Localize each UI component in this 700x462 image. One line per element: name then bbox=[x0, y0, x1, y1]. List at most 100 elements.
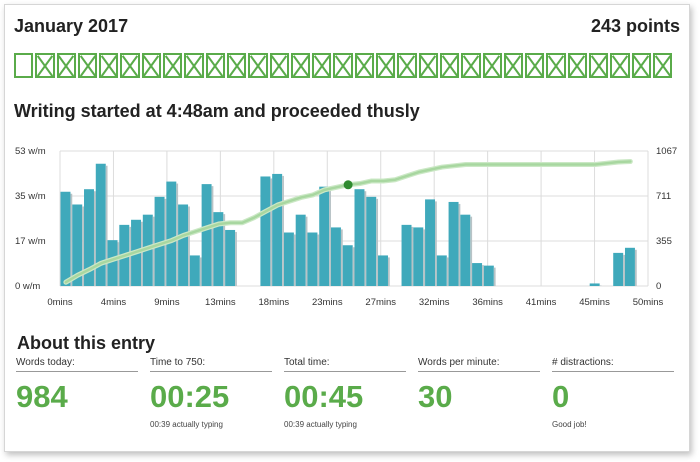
bar bbox=[201, 184, 212, 286]
stat-label: Time to 750: bbox=[150, 357, 272, 372]
bar bbox=[401, 224, 412, 286]
points-total: 243 points bbox=[590, 16, 680, 36]
bar bbox=[460, 214, 471, 286]
bar bbox=[319, 186, 330, 286]
day-checked-icon[interactable] bbox=[99, 53, 119, 78]
day-checked-icon[interactable] bbox=[333, 53, 353, 78]
y-tick-label-left: 0 w/m bbox=[15, 281, 40, 292]
bar-shadow bbox=[435, 201, 437, 286]
x-tick-label: 27mins bbox=[365, 297, 396, 308]
bar bbox=[589, 283, 600, 286]
day-checked-icon[interactable] bbox=[567, 53, 588, 78]
y-tick-label-left: 17 w/m bbox=[15, 236, 46, 247]
day-checked-icon[interactable] bbox=[141, 53, 162, 78]
day-checked-icon[interactable] bbox=[226, 53, 247, 78]
bar-shadow bbox=[599, 285, 602, 286]
bar bbox=[283, 232, 294, 286]
day-checked-icon[interactable] bbox=[35, 53, 55, 78]
bar-shadow bbox=[235, 231, 237, 286]
day-checked-icon[interactable] bbox=[610, 53, 630, 78]
bar bbox=[413, 227, 424, 286]
bar bbox=[354, 189, 365, 286]
bar-shadow bbox=[340, 229, 343, 286]
day-checked-icon[interactable] bbox=[184, 53, 204, 78]
day-checked-icon[interactable] bbox=[376, 53, 396, 78]
bar bbox=[425, 199, 436, 286]
day-checked-icon[interactable] bbox=[354, 53, 375, 78]
x-tick-label: 23mins bbox=[312, 297, 343, 308]
y-tick-label-right: 1067 bbox=[656, 146, 677, 157]
bar-shadow bbox=[482, 265, 484, 286]
bar bbox=[613, 252, 624, 286]
writing-chart-svg: 0 w/m 17 w/m 35 w/m 53 w/m 0 355 711 1067 0mins 4… bbox=[15, 146, 677, 308]
stat-label: # distractions: bbox=[552, 357, 674, 372]
bar bbox=[342, 245, 353, 286]
bar-shadow bbox=[293, 234, 296, 286]
stat-distractions: # distractions: 0 Good job! bbox=[552, 357, 674, 429]
day-checked-icon[interactable] bbox=[397, 53, 417, 78]
y-tick-label-left: 53 w/m bbox=[15, 146, 46, 157]
bar bbox=[295, 214, 306, 286]
bar bbox=[330, 227, 341, 286]
day-checked-icon[interactable] bbox=[269, 53, 289, 78]
bar-shadow bbox=[446, 257, 449, 286]
x-tick-label: 36mins bbox=[472, 297, 503, 308]
about-title: About this entry bbox=[17, 333, 155, 353]
day-checked-icon[interactable] bbox=[503, 53, 524, 78]
bar-shadow bbox=[105, 165, 108, 286]
day-checked-icon[interactable] bbox=[290, 53, 311, 78]
stat-label: Words today: bbox=[16, 357, 138, 372]
day-checked-icon[interactable] bbox=[77, 53, 98, 78]
bar-shadow bbox=[176, 183, 179, 286]
bar-shadow bbox=[470, 216, 473, 286]
chart-heading: Writing started at 4:48am and proceeded … bbox=[14, 101, 420, 121]
bar-shadow bbox=[93, 191, 96, 286]
bar bbox=[448, 201, 459, 286]
day-checked-icon[interactable] bbox=[439, 53, 460, 78]
day-checked-icon[interactable] bbox=[205, 53, 225, 78]
bar-shadow bbox=[493, 267, 496, 286]
bar bbox=[107, 240, 118, 286]
bar-shadow bbox=[223, 214, 226, 286]
x-tick-label: 13mins bbox=[205, 297, 236, 308]
day-checked-icon[interactable] bbox=[163, 53, 183, 78]
bar bbox=[472, 263, 483, 286]
day-checked-icon[interactable] bbox=[631, 53, 651, 78]
y-tick-label-right: 711 bbox=[656, 191, 671, 202]
bar bbox=[213, 212, 224, 286]
day-checked-icon[interactable] bbox=[120, 53, 140, 78]
bar bbox=[378, 255, 388, 286]
stat-note: Good job! bbox=[552, 420, 587, 429]
day-checked-icon[interactable] bbox=[525, 53, 545, 78]
day-checked-icon[interactable] bbox=[652, 53, 673, 78]
day-checked-icon[interactable] bbox=[312, 53, 332, 78]
day-checked-icon[interactable] bbox=[248, 53, 268, 78]
bar-shadow bbox=[117, 242, 120, 286]
day-checked-icon[interactable] bbox=[589, 53, 609, 78]
x-tick-label: 9mins bbox=[154, 297, 180, 308]
x-tick-label: 4mins bbox=[101, 297, 127, 308]
day-empty-icon[interactable] bbox=[14, 53, 34, 78]
x-tick-label: 32mins bbox=[419, 297, 450, 308]
stat-value: 0 bbox=[552, 379, 570, 414]
bar bbox=[260, 176, 271, 286]
bar bbox=[84, 189, 94, 286]
bar-shadow bbox=[305, 216, 308, 286]
day-checked-icon[interactable] bbox=[482, 53, 502, 78]
bar-shadow bbox=[70, 193, 73, 286]
stat-value: 30 bbox=[418, 379, 453, 414]
writing-chart: 0 w/m 17 w/m 35 w/m 53 w/m 0 355 711 1067 0mins 4… bbox=[5, 133, 691, 313]
bar-shadow bbox=[623, 254, 625, 286]
bar-shadow bbox=[376, 198, 379, 286]
day-checked-icon[interactable] bbox=[418, 53, 438, 78]
y-tick-label-right: 0 bbox=[656, 281, 661, 292]
stat-note: 00:39 actually typing bbox=[284, 420, 357, 429]
x-tick-label: 0mins bbox=[47, 297, 73, 308]
day-checked-icon[interactable] bbox=[461, 53, 481, 78]
bar-shadow bbox=[352, 247, 355, 286]
day-checked-icon[interactable] bbox=[546, 53, 566, 78]
bar bbox=[95, 163, 106, 286]
day-checked-icon[interactable] bbox=[56, 53, 76, 78]
entry-card: January 2017 243 points Writing started … bbox=[4, 4, 690, 452]
bar bbox=[166, 181, 177, 286]
